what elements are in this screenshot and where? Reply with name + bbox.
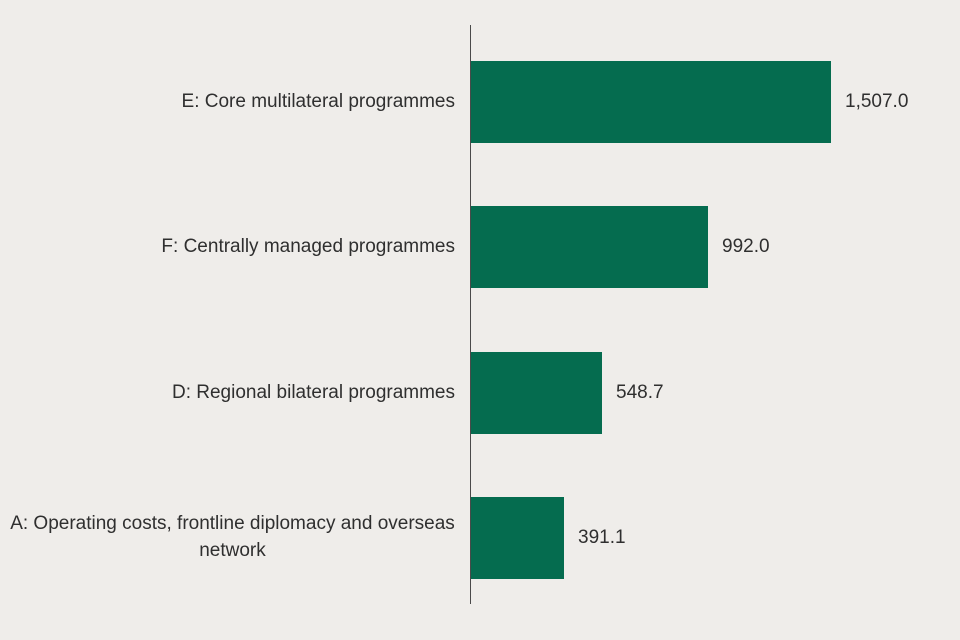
category-label: E: Core multilateral programmes bbox=[10, 61, 455, 143]
value-label: 1,507.0 bbox=[845, 91, 909, 112]
category-label: A: Operating costs, frontline diplomacy … bbox=[10, 497, 455, 579]
bar bbox=[471, 206, 708, 288]
category-label-text: A: Operating costs, frontline diplomacy … bbox=[10, 513, 455, 561]
bar bbox=[471, 352, 602, 434]
category-label-text: D: Regional bilateral programmes bbox=[171, 381, 455, 403]
chart-row: E: Core multilateral programmes 1,507.0 bbox=[0, 61, 960, 143]
category-label: D: Regional bilateral programmes bbox=[10, 352, 455, 434]
category-label-text: F: Centrally managed programmes bbox=[161, 235, 455, 257]
value-label: 548.7 bbox=[616, 382, 664, 403]
y-axis-line bbox=[470, 25, 471, 604]
chart-row: F: Centrally managed programmes 992.0 bbox=[0, 206, 960, 288]
value-label: 992.0 bbox=[722, 236, 770, 257]
category-label-text: E: Core multilateral programmes bbox=[181, 90, 455, 112]
value-label: 391.1 bbox=[578, 527, 626, 548]
chart-row: A: Operating costs, frontline diplomacy … bbox=[0, 497, 960, 579]
category-label: F: Centrally managed programmes bbox=[10, 206, 455, 288]
bar bbox=[471, 497, 564, 579]
bar bbox=[471, 61, 831, 143]
chart-row: D: Regional bilateral programmes 548.7 bbox=[0, 352, 960, 434]
